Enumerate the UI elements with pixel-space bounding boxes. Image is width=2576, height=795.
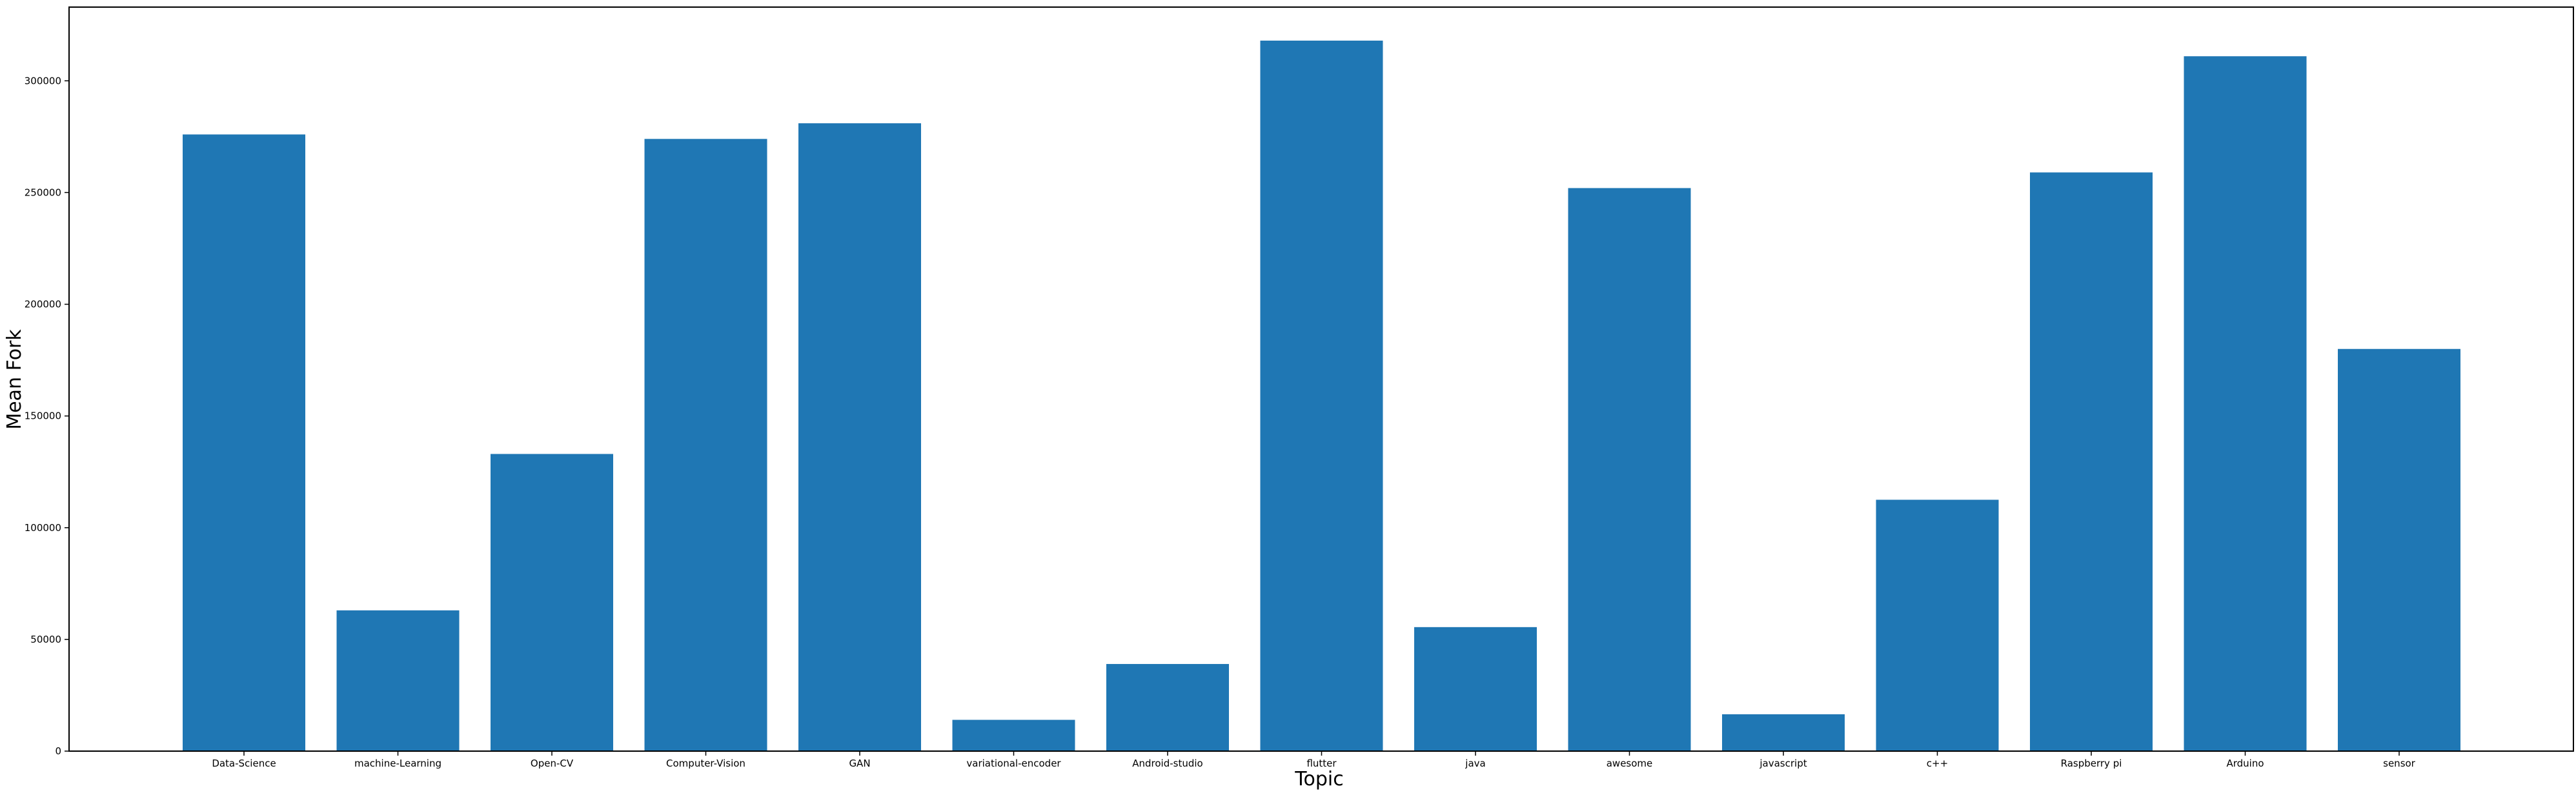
x-tick-label: machine-Learning [354, 758, 441, 769]
y-axis-ticks: 0 50000 100000 150000 200000 250000 300000 [25, 75, 69, 757]
x-axis-ticks: Data-Science machine-Learning Open-CV Compu… [212, 751, 2416, 769]
bar-c- [1876, 499, 1999, 751]
x-tick-label: Raspberry pi [2061, 758, 2122, 769]
bar-android-studio [1106, 663, 1229, 751]
x-tick-label: Data-Science [212, 758, 276, 769]
bar-javascript [1722, 714, 1845, 751]
x-tick-label: javascript [1759, 758, 1807, 769]
y-tick-label: 200000 [25, 299, 61, 310]
bar-awesome [1568, 188, 1691, 751]
bar-open-cv [491, 454, 613, 751]
bar-arduino [2184, 56, 2307, 751]
bar-data-science [183, 134, 305, 752]
x-tick-label: c++ [1927, 758, 1948, 769]
bar-gan [798, 123, 921, 752]
bar-computer-vision [644, 139, 767, 751]
y-axis-title: Mean Fork [3, 329, 26, 430]
bar-flutter [1260, 40, 1383, 752]
bar-sensor [2338, 348, 2460, 751]
x-tick-label: GAN [849, 758, 870, 769]
x-tick-label: Open-CV [531, 758, 574, 769]
y-tick-label: 250000 [25, 186, 61, 198]
bar-machine-learning [336, 610, 460, 751]
x-tick-label: Android-studio [1132, 758, 1202, 769]
y-tick-label: 50000 [30, 634, 61, 645]
x-tick-label: Computer-Vision [666, 758, 745, 769]
bar-java [1414, 627, 1537, 751]
bars-layer [183, 40, 2460, 752]
x-tick-label: flutter [1306, 758, 1337, 769]
y-tick-label: 300000 [25, 75, 61, 86]
bar-raspberry-pi [2030, 172, 2153, 751]
y-tick-label: 100000 [25, 522, 61, 534]
plot-area-frame [68, 6, 2574, 752]
y-tick-label: 0 [55, 745, 61, 757]
bar-variational-encoder [952, 720, 1075, 751]
x-tick-label: awesome [1607, 758, 1653, 769]
x-tick-label: Arduino [2226, 758, 2264, 769]
y-tick-label: 150000 [25, 410, 61, 422]
x-tick-label: sensor [2383, 758, 2416, 769]
x-axis-title: Topic [1294, 768, 1343, 790]
x-tick-label: java [1465, 758, 1485, 769]
x-tick-label: variational-encoder [966, 758, 1061, 769]
